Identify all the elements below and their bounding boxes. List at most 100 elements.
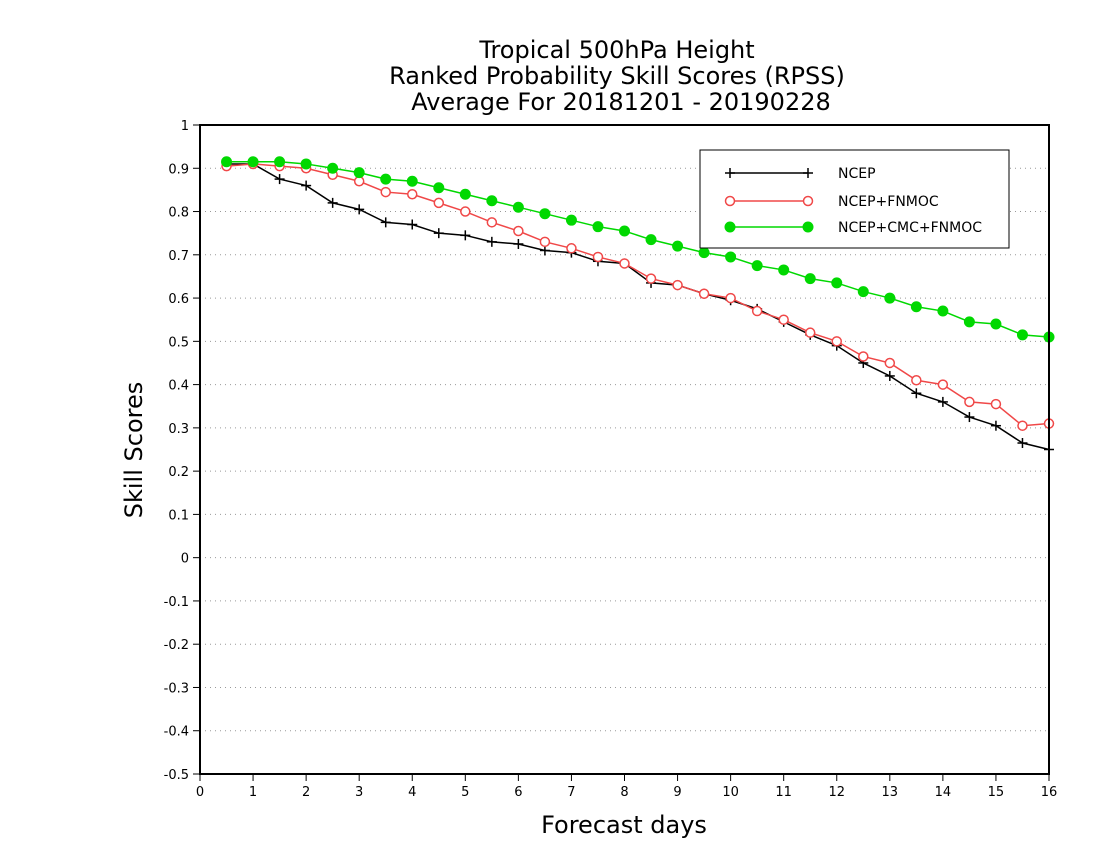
x-tick-label: 10	[722, 785, 739, 800]
legend-marker	[803, 168, 813, 178]
data-point	[910, 301, 922, 313]
data-point	[327, 197, 338, 208]
data-point	[1016, 329, 1028, 341]
data-point	[884, 370, 895, 381]
data-point	[300, 158, 312, 170]
legend-item: NCEP	[725, 166, 876, 182]
y-axis-label: Skill Scores	[120, 382, 148, 519]
legend-marker	[802, 221, 814, 233]
data-point	[407, 219, 418, 230]
data-point	[778, 264, 790, 276]
data-point	[725, 292, 736, 304]
x-axis-label: Forecast days	[541, 811, 707, 839]
data-point	[751, 305, 763, 317]
x-tick-label: 3	[355, 785, 363, 800]
data-point	[937, 305, 949, 317]
x-axis: 0 1 2 3 4 5 6 7 8 9 10 11 12 13 14 15 16	[196, 774, 1057, 800]
data-point	[1017, 438, 1028, 449]
y-tick-label: 0.3	[168, 422, 189, 437]
data-point	[512, 201, 524, 213]
data-point	[407, 188, 418, 200]
data-point	[301, 180, 312, 191]
x-tick-label: 2	[302, 785, 310, 800]
data-point	[831, 277, 843, 289]
data-point	[380, 173, 392, 185]
data-point	[380, 186, 391, 198]
y-tick-label: -0.2	[164, 638, 189, 653]
data-point	[990, 420, 1001, 431]
x-tick-label: 14	[935, 785, 952, 800]
data-point	[486, 217, 498, 228]
legend-label: NCEP+CMC+FNMOC	[838, 220, 982, 236]
data-point	[460, 206, 471, 217]
legend-item: NCEP+FNMOC	[724, 194, 939, 210]
series-line	[226, 163, 1050, 451]
data-series	[221, 156, 1055, 455]
x-tick-label: 0	[196, 785, 204, 800]
data-point	[566, 243, 577, 254]
x-tick-label: 13	[882, 785, 899, 800]
x-tick-label: 4	[408, 785, 416, 800]
chart-legend: NCEP NCEP+FNMOC NCEP+CMC+FNMOC	[699, 149, 1010, 249]
legend-label: NCEP+FNMOC	[838, 194, 939, 210]
chart-title: Tropical 500hPa Height Ranked Probabilit…	[389, 36, 845, 116]
data-point	[751, 260, 763, 272]
x-tick-label: 9	[673, 785, 681, 800]
data-point	[937, 379, 949, 390]
data-point	[964, 396, 975, 408]
chart-title-line-1: Tropical 500hPa Height	[478, 36, 754, 64]
y-tick-label: -0.1	[164, 595, 189, 610]
y-tick-label: -0.3	[164, 681, 189, 696]
data-point	[565, 214, 577, 226]
y-tick-label: 0.2	[168, 465, 189, 480]
data-point	[539, 245, 550, 256]
x-tick-label: 1	[249, 785, 257, 800]
legend-item: NCEP+CMC+FNMOC	[724, 220, 982, 236]
data-point	[539, 236, 551, 248]
data-point	[884, 357, 896, 369]
x-tick-label: 12	[828, 785, 845, 800]
series-1	[221, 158, 1055, 431]
data-point	[804, 273, 816, 285]
data-point	[327, 162, 339, 174]
data-point	[354, 204, 365, 215]
data-point	[592, 251, 604, 263]
legend-marker	[724, 221, 736, 233]
data-point	[990, 318, 1002, 330]
data-point	[433, 197, 445, 209]
x-tick-label: 15	[988, 785, 1005, 800]
y-tick-label: 0.1	[168, 508, 189, 523]
data-point	[460, 230, 471, 241]
y-tick-label: 0	[181, 552, 189, 567]
x-tick-label: 7	[567, 785, 575, 800]
data-point	[698, 288, 710, 299]
legend-label: NCEP	[838, 166, 876, 182]
legend-box	[699, 149, 1010, 249]
x-tick-label: 8	[620, 785, 628, 800]
data-point	[513, 225, 524, 237]
y-tick-label: 1	[181, 119, 189, 134]
data-point	[274, 174, 285, 185]
data-point	[778, 314, 789, 325]
y-tick-label: -0.4	[164, 725, 189, 740]
data-point	[486, 195, 498, 207]
legend-marker	[725, 168, 735, 178]
y-tick-label: 0.7	[168, 249, 189, 264]
data-point	[698, 247, 710, 259]
y-tick-label: 0.9	[168, 162, 189, 177]
data-point	[884, 292, 896, 304]
data-point	[221, 156, 233, 168]
y-tick-label: -0.5	[164, 768, 189, 783]
data-point	[247, 156, 259, 168]
y-tick-label: 0.8	[168, 206, 189, 221]
y-tick-label: 0.5	[168, 335, 189, 350]
x-tick-label: 11	[775, 785, 792, 800]
data-point	[911, 375, 922, 386]
data-point	[831, 336, 842, 347]
data-point	[858, 351, 869, 362]
data-point	[964, 412, 975, 423]
data-point	[672, 240, 684, 252]
data-point	[990, 398, 1002, 410]
